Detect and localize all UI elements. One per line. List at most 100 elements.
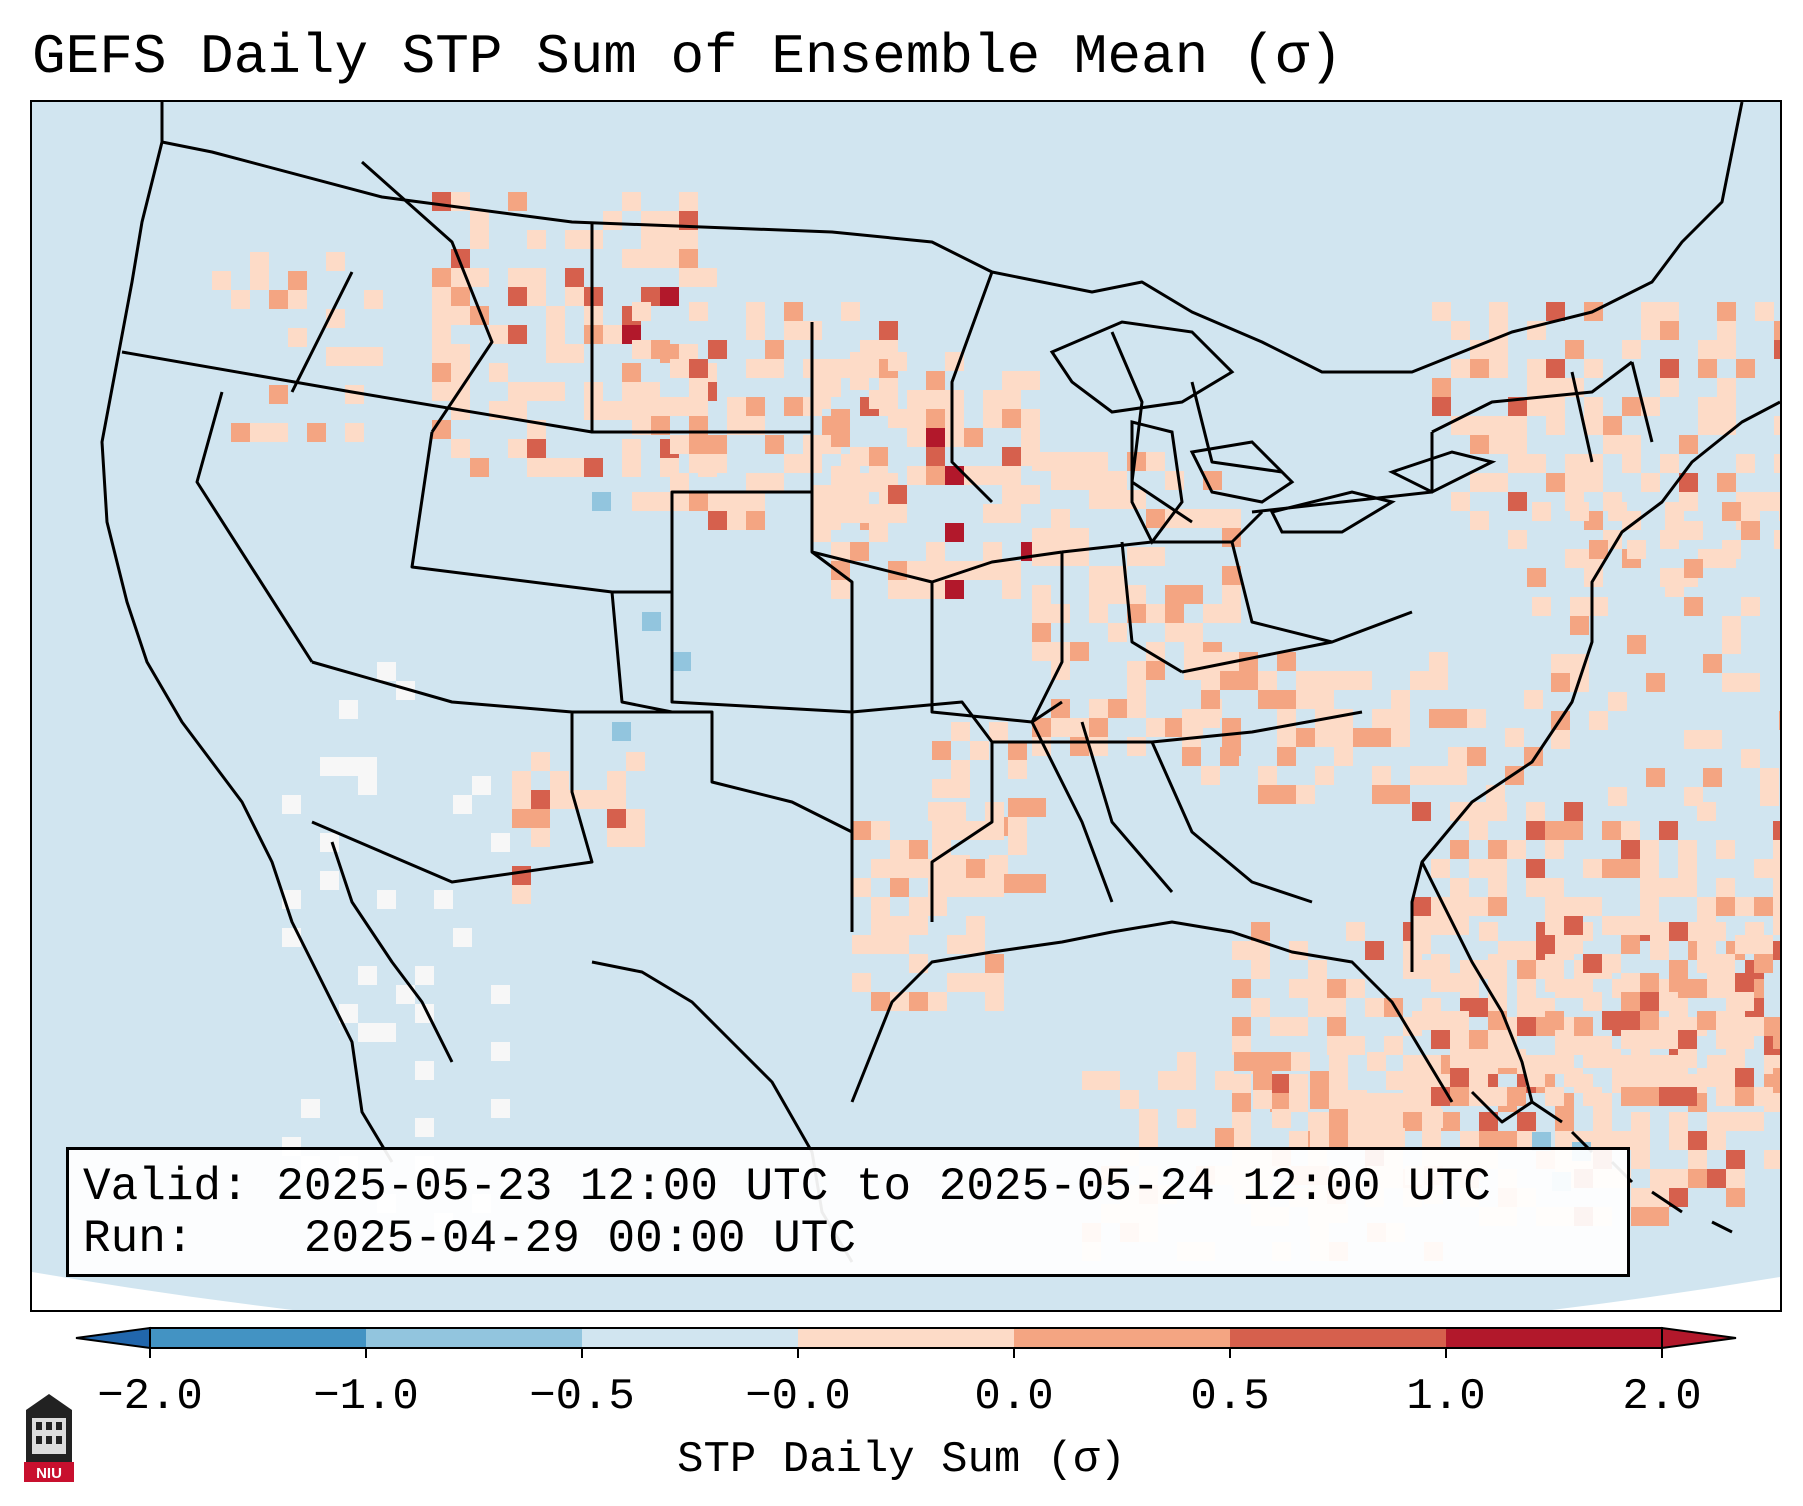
anomaly-cell	[852, 973, 871, 992]
anomaly-cell	[1220, 747, 1239, 766]
anomaly-cell-neutral	[282, 795, 301, 814]
colorbar-tick-label: −2.0	[97, 1372, 203, 1422]
anomaly-cell-neutral	[491, 833, 510, 852]
anomaly-cell	[1698, 416, 1717, 435]
anomaly-cell	[1736, 359, 1755, 378]
anomaly-cell	[512, 790, 531, 809]
anomaly-cell	[1703, 730, 1722, 749]
anomaly-cell	[1717, 340, 1736, 359]
anomaly-cell	[1146, 604, 1165, 623]
anomaly-cell	[670, 473, 689, 492]
anomaly-cell	[1507, 1087, 1526, 1106]
anomaly-cell	[1346, 1036, 1365, 1055]
anomaly-cell	[1450, 973, 1469, 992]
anomaly-cell	[1741, 597, 1760, 616]
anomaly-cell	[1308, 960, 1327, 979]
anomaly-cell	[1555, 1112, 1574, 1131]
anomaly-cell	[660, 458, 679, 477]
anomaly-cell	[1165, 585, 1184, 604]
anomaly-cell	[508, 382, 527, 401]
anomaly-cell	[1450, 1030, 1469, 1049]
anomaly-cell	[1032, 452, 1051, 471]
anomaly-cell	[679, 344, 698, 363]
anomaly-cell	[1372, 709, 1391, 728]
anomaly-cell	[1403, 1074, 1422, 1093]
anomaly-cell	[1051, 471, 1070, 490]
anomaly-cell	[1555, 1036, 1574, 1055]
anomaly-cell	[1508, 397, 1527, 416]
anomaly-cell	[1603, 435, 1622, 454]
anomaly-cell	[451, 287, 470, 306]
anomaly-cell	[1621, 1068, 1640, 1087]
anomaly-cell	[869, 523, 888, 542]
anomaly-cell	[727, 492, 746, 511]
anomaly-cell	[1774, 321, 1780, 340]
anomaly-cell	[546, 344, 565, 363]
anomaly-cell	[508, 439, 527, 458]
map-frame[interactable]	[30, 100, 1782, 1312]
anomaly-cell	[1754, 935, 1773, 954]
anomaly-cell	[1688, 1169, 1707, 1188]
anomaly-cell	[1450, 1011, 1469, 1030]
anomaly-cell	[966, 973, 985, 992]
anomaly-cell	[983, 504, 1002, 523]
anomaly-cell	[1165, 604, 1184, 623]
anomaly-cell	[1545, 821, 1564, 840]
anomaly-cell	[812, 390, 831, 409]
anomaly-cell	[1583, 992, 1602, 1011]
anomaly-cell	[451, 306, 470, 325]
anomaly-cell	[888, 352, 907, 371]
anomaly-cell	[670, 435, 689, 454]
anomaly-cell	[1070, 528, 1089, 547]
anomaly-cell	[470, 230, 489, 249]
anomaly-cell	[850, 371, 869, 390]
anomaly-cell	[765, 340, 784, 359]
anomaly-cell	[1627, 635, 1646, 654]
anomaly-cell	[432, 287, 451, 306]
anomaly-cell	[1640, 916, 1659, 935]
anomaly-cell	[632, 397, 651, 416]
anomaly-cell	[1403, 1093, 1422, 1112]
anomaly-cell	[1631, 1188, 1650, 1207]
anomaly-cell	[746, 302, 765, 321]
anomaly-cell	[1640, 1068, 1659, 1087]
anomaly-cell	[1774, 492, 1780, 511]
anomaly-cell	[1489, 302, 1508, 321]
anomaly-cell	[508, 268, 527, 287]
anomaly-cell-neutral	[377, 1023, 396, 1042]
anomaly-cell	[1232, 1036, 1251, 1055]
anomaly-cell	[1032, 528, 1051, 547]
anomaly-cell	[1251, 941, 1270, 960]
anomaly-cell	[1391, 785, 1410, 804]
anomaly-cell	[1546, 359, 1565, 378]
anomaly-cell	[1593, 1112, 1612, 1131]
anomaly-cell	[1684, 521, 1703, 540]
anomaly-cell	[1631, 1150, 1650, 1169]
anomaly-cell	[1469, 897, 1488, 916]
anomaly-cell	[1716, 878, 1735, 897]
anomaly-cell	[1002, 561, 1021, 580]
anomaly-cell	[1697, 897, 1716, 916]
anomaly-cell	[1570, 597, 1589, 616]
anomaly-cell	[727, 397, 746, 416]
anomaly-cell	[1773, 1068, 1780, 1087]
anomaly-cell	[1310, 1128, 1329, 1147]
anomaly-cell	[1002, 504, 1021, 523]
anomaly-cell	[1602, 859, 1621, 878]
anomaly-cell	[1707, 1112, 1726, 1131]
anomaly-cell	[1327, 979, 1346, 998]
anomaly-cell	[679, 268, 698, 287]
anomaly-cell-negative	[642, 612, 661, 631]
anomaly-cell	[1450, 802, 1469, 821]
anomaly-cell	[641, 230, 660, 249]
anomaly-cell	[1412, 802, 1431, 821]
anomaly-cell	[945, 466, 964, 485]
anomaly-cell	[1422, 1131, 1441, 1150]
anomaly-cell	[746, 359, 765, 378]
niu-logo: NIU	[24, 1394, 74, 1482]
anomaly-cell	[1488, 802, 1507, 821]
anomaly-cell	[1146, 452, 1165, 471]
anomaly-cell-neutral	[491, 985, 510, 1004]
anomaly-cell	[1082, 1071, 1101, 1090]
anomaly-cell	[1127, 661, 1146, 680]
